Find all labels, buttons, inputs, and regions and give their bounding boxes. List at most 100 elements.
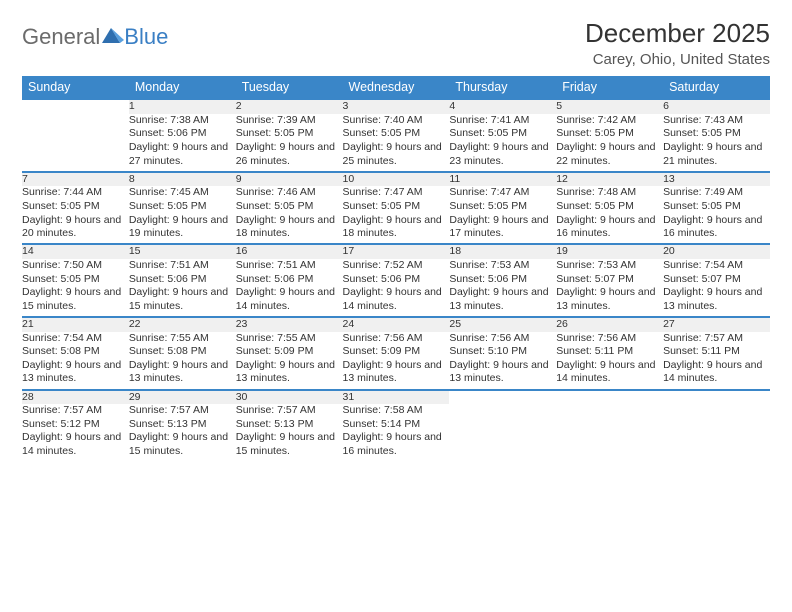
sunrise-text: Sunrise: 7:55 AM [129, 332, 236, 346]
calendar-table: SundayMondayTuesdayWednesdayThursdayFrid… [22, 76, 770, 462]
sunrise-text: Sunrise: 7:51 AM [236, 259, 343, 273]
day-number-cell [22, 99, 129, 114]
daylight-text: Daylight: 9 hours and 19 minutes. [129, 214, 236, 241]
day-content-cell: Sunrise: 7:51 AMSunset: 5:06 PMDaylight:… [129, 259, 236, 317]
daylight-text: Daylight: 9 hours and 16 minutes. [556, 214, 663, 241]
day-number-cell: 30 [236, 390, 343, 405]
weekday-header: Thursday [449, 76, 556, 99]
daylight-text: Daylight: 9 hours and 15 minutes. [129, 286, 236, 313]
day-content-cell: Sunrise: 7:46 AMSunset: 5:05 PMDaylight:… [236, 186, 343, 244]
sunrise-text: Sunrise: 7:58 AM [343, 404, 450, 418]
day-number-cell: 27 [663, 317, 770, 332]
sunset-text: Sunset: 5:09 PM [236, 345, 343, 359]
day-content-cell: Sunrise: 7:57 AMSunset: 5:11 PMDaylight:… [663, 332, 770, 390]
day-content-cell: Sunrise: 7:38 AMSunset: 5:06 PMDaylight:… [129, 114, 236, 172]
daylight-text: Daylight: 9 hours and 14 minutes. [556, 359, 663, 386]
day-content-cell: Sunrise: 7:57 AMSunset: 5:13 PMDaylight:… [236, 404, 343, 462]
weekday-header: Friday [556, 76, 663, 99]
sunset-text: Sunset: 5:05 PM [343, 200, 450, 214]
sunset-text: Sunset: 5:05 PM [236, 200, 343, 214]
sunrise-text: Sunrise: 7:49 AM [663, 186, 770, 200]
sunset-text: Sunset: 5:05 PM [449, 127, 556, 141]
day-number-cell [449, 390, 556, 405]
day-content-cell: Sunrise: 7:40 AMSunset: 5:05 PMDaylight:… [343, 114, 450, 172]
location-text: Carey, Ohio, United States [585, 51, 770, 68]
day-number-cell: 12 [556, 172, 663, 187]
daylight-text: Daylight: 9 hours and 25 minutes. [343, 141, 450, 168]
sunrise-text: Sunrise: 7:57 AM [22, 404, 129, 418]
day-content-cell: Sunrise: 7:48 AMSunset: 5:05 PMDaylight:… [556, 186, 663, 244]
sunrise-text: Sunrise: 7:45 AM [129, 186, 236, 200]
sunset-text: Sunset: 5:14 PM [343, 418, 450, 432]
day-number-cell: 5 [556, 99, 663, 114]
day-number-row: 14151617181920 [22, 244, 770, 259]
sunset-text: Sunset: 5:06 PM [236, 273, 343, 287]
sunset-text: Sunset: 5:06 PM [129, 273, 236, 287]
day-number-cell: 20 [663, 244, 770, 259]
day-number-cell: 4 [449, 99, 556, 114]
daylight-text: Daylight: 9 hours and 15 minutes. [129, 431, 236, 458]
day-number-cell: 13 [663, 172, 770, 187]
daylight-text: Daylight: 9 hours and 15 minutes. [236, 431, 343, 458]
brand-part2: Blue [124, 24, 168, 50]
sunset-text: Sunset: 5:07 PM [556, 273, 663, 287]
day-number-cell: 22 [129, 317, 236, 332]
sunset-text: Sunset: 5:06 PM [129, 127, 236, 141]
daylight-text: Daylight: 9 hours and 23 minutes. [449, 141, 556, 168]
sunset-text: Sunset: 5:11 PM [663, 345, 770, 359]
day-content-cell: Sunrise: 7:52 AMSunset: 5:06 PMDaylight:… [343, 259, 450, 317]
day-content-row: Sunrise: 7:54 AMSunset: 5:08 PMDaylight:… [22, 332, 770, 390]
sunrise-text: Sunrise: 7:54 AM [22, 332, 129, 346]
weekday-header: Tuesday [236, 76, 343, 99]
sunrise-text: Sunrise: 7:53 AM [556, 259, 663, 273]
weekday-header: Saturday [663, 76, 770, 99]
day-number-cell: 17 [343, 244, 450, 259]
sunset-text: Sunset: 5:05 PM [556, 200, 663, 214]
sunrise-text: Sunrise: 7:56 AM [449, 332, 556, 346]
sunset-text: Sunset: 5:05 PM [556, 127, 663, 141]
daylight-text: Daylight: 9 hours and 13 minutes. [343, 359, 450, 386]
sunrise-text: Sunrise: 7:51 AM [129, 259, 236, 273]
daylight-text: Daylight: 9 hours and 16 minutes. [343, 431, 450, 458]
day-content-cell: Sunrise: 7:41 AMSunset: 5:05 PMDaylight:… [449, 114, 556, 172]
daylight-text: Daylight: 9 hours and 13 minutes. [236, 359, 343, 386]
day-content-cell [663, 404, 770, 462]
sunrise-text: Sunrise: 7:46 AM [236, 186, 343, 200]
day-content-cell: Sunrise: 7:45 AMSunset: 5:05 PMDaylight:… [129, 186, 236, 244]
weekday-header: Sunday [22, 76, 129, 99]
daylight-text: Daylight: 9 hours and 14 minutes. [22, 431, 129, 458]
sunset-text: Sunset: 5:13 PM [129, 418, 236, 432]
day-content-cell [449, 404, 556, 462]
sunset-text: Sunset: 5:05 PM [22, 273, 129, 287]
sunrise-text: Sunrise: 7:39 AM [236, 114, 343, 128]
day-number-cell: 9 [236, 172, 343, 187]
day-number-cell: 8 [129, 172, 236, 187]
day-content-cell: Sunrise: 7:50 AMSunset: 5:05 PMDaylight:… [22, 259, 129, 317]
daylight-text: Daylight: 9 hours and 13 minutes. [556, 286, 663, 313]
daylight-text: Daylight: 9 hours and 13 minutes. [129, 359, 236, 386]
sunrise-text: Sunrise: 7:56 AM [343, 332, 450, 346]
day-number-cell: 11 [449, 172, 556, 187]
sunset-text: Sunset: 5:05 PM [236, 127, 343, 141]
sunset-text: Sunset: 5:08 PM [129, 345, 236, 359]
daylight-text: Daylight: 9 hours and 15 minutes. [22, 286, 129, 313]
day-content-row: Sunrise: 7:50 AMSunset: 5:05 PMDaylight:… [22, 259, 770, 317]
daylight-text: Daylight: 9 hours and 27 minutes. [129, 141, 236, 168]
sunrise-text: Sunrise: 7:53 AM [449, 259, 556, 273]
daylight-text: Daylight: 9 hours and 26 minutes. [236, 141, 343, 168]
day-content-cell: Sunrise: 7:56 AMSunset: 5:10 PMDaylight:… [449, 332, 556, 390]
logo-triangle-icon [102, 27, 124, 43]
sunrise-text: Sunrise: 7:42 AM [556, 114, 663, 128]
daylight-text: Daylight: 9 hours and 14 minutes. [663, 359, 770, 386]
sunrise-text: Sunrise: 7:43 AM [663, 114, 770, 128]
day-content-cell: Sunrise: 7:47 AMSunset: 5:05 PMDaylight:… [343, 186, 450, 244]
sunset-text: Sunset: 5:08 PM [22, 345, 129, 359]
day-content-cell: Sunrise: 7:58 AMSunset: 5:14 PMDaylight:… [343, 404, 450, 462]
daylight-text: Daylight: 9 hours and 22 minutes. [556, 141, 663, 168]
day-number-cell: 6 [663, 99, 770, 114]
day-number-cell [556, 390, 663, 405]
day-content-cell: Sunrise: 7:55 AMSunset: 5:08 PMDaylight:… [129, 332, 236, 390]
day-number-cell: 2 [236, 99, 343, 114]
day-number-cell: 25 [449, 317, 556, 332]
day-number-cell: 24 [343, 317, 450, 332]
